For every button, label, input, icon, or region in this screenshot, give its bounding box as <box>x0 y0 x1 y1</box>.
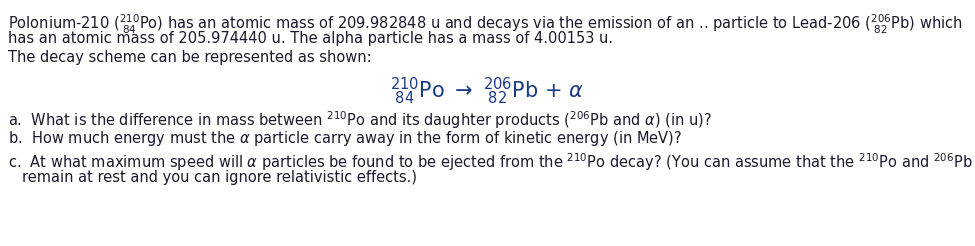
Text: $^{210}_{\ 84}$Po $\rightarrow$ $^{206}_{\ 82}$Pb + $\alpha$: $^{210}_{\ 84}$Po $\rightarrow$ $^{206}_… <box>390 76 584 107</box>
Text: has an atomic mass of 205.974440 u. The alpha particle has a mass of 4.00153 u.: has an atomic mass of 205.974440 u. The … <box>8 31 613 46</box>
Text: remain at rest and you can ignore relativistic effects.): remain at rest and you can ignore relati… <box>22 170 417 185</box>
Text: b.  How much energy must the $\alpha$ particle carry away in the form of kinetic: b. How much energy must the $\alpha$ par… <box>8 129 682 148</box>
Text: a.  What is the difference in mass between $^{210}$Po and its daughter products : a. What is the difference in mass betwee… <box>8 109 712 131</box>
Text: c.  At what maximum speed will $\alpha$ particles be found to be ejected from th: c. At what maximum speed will $\alpha$ p… <box>8 151 973 173</box>
Text: The decay scheme can be represented as shown:: The decay scheme can be represented as s… <box>8 50 371 65</box>
Text: Polonium-210 ($^{210}_{\ 84}$Po) has an atomic mass of 209.982848 u and decays v: Polonium-210 ($^{210}_{\ 84}$Po) has an … <box>8 13 962 36</box>
